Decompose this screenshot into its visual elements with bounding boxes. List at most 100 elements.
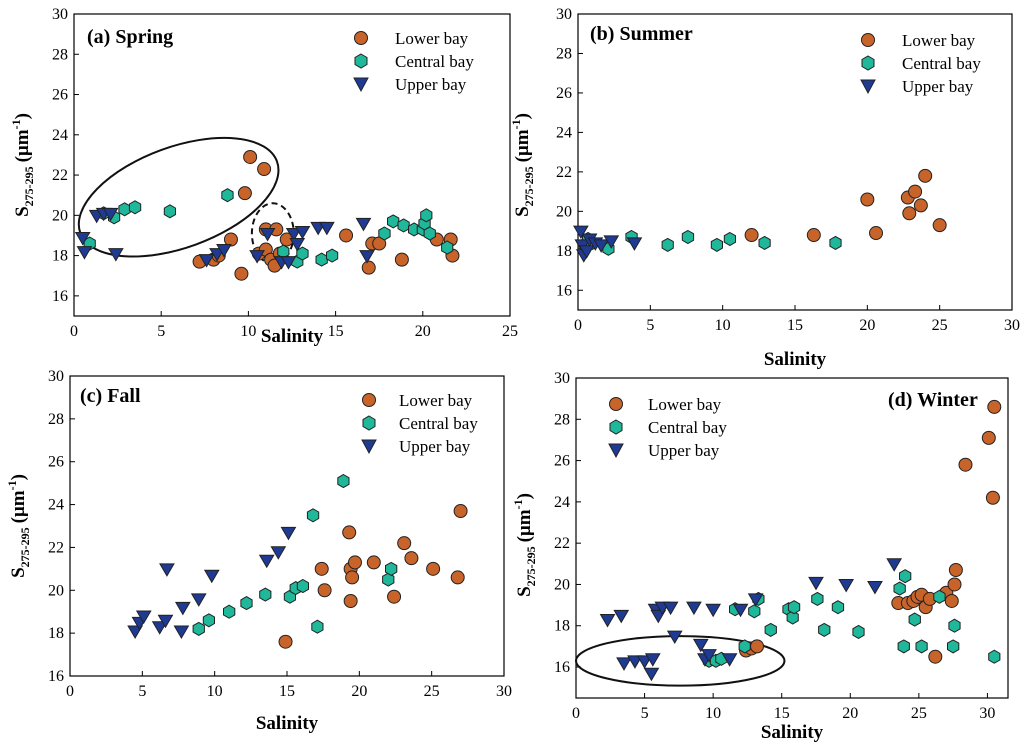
point-upper-bay: [159, 563, 175, 577]
x-tick-label: 15: [279, 683, 295, 700]
point-upper-bay: [173, 625, 190, 639]
point-central-bay: [306, 508, 320, 523]
legend-marker-lower-bay: [354, 31, 368, 45]
point-central-bay: [786, 610, 799, 625]
point-lower-bay: [404, 551, 419, 566]
point-upper-bay: [74, 231, 91, 246]
point-upper-bay: [280, 256, 297, 270]
legend-marker-lower-bay: [861, 33, 875, 47]
legend-label-lower-bay: Lower bay: [648, 395, 722, 414]
point-central-bay: [221, 188, 234, 203]
point-lower-bay: [948, 563, 963, 577]
legend-label-upper-bay: Upper bay: [648, 441, 720, 460]
point-upper-bay: [686, 601, 702, 616]
point-central-bay: [163, 204, 176, 219]
point-upper-bay: [249, 250, 265, 264]
point-central-bay: [748, 604, 761, 619]
y-tick-label: 18: [52, 248, 68, 265]
legend-label-lower-bay: Lower bay: [399, 391, 473, 410]
legend-label-central-bay: Central bay: [395, 52, 474, 71]
point-central-bay: [661, 237, 674, 252]
point-central-bay: [988, 649, 1001, 664]
point-lower-bay: [918, 168, 933, 183]
y-axis-title: S275-295(μm-1): [5, 474, 32, 578]
y-tick-label: 24: [52, 127, 68, 144]
y-tick-label: 20: [52, 207, 68, 224]
point-central-bay: [758, 235, 771, 250]
x-tick-label: 10: [715, 317, 731, 334]
y-tick-label: 18: [556, 243, 572, 260]
point-lower-bay: [932, 218, 947, 233]
point-upper-bay: [270, 546, 287, 560]
point-upper-bay: [157, 614, 174, 629]
point-lower-bay: [944, 593, 959, 608]
plot-frame: [73, 13, 511, 317]
point-central-bay: [948, 618, 961, 633]
x-tick-label: 30: [1004, 317, 1020, 334]
point-lower-bay: [947, 577, 962, 592]
point-central-bay: [378, 226, 391, 241]
x-tick-label: 15: [328, 323, 344, 340]
y-tick-label: 16: [52, 288, 68, 305]
legend: Lower bay Central bay Upper bay: [860, 31, 981, 96]
point-upper-bay: [732, 603, 749, 618]
legend: Lower bay Central bay Upper bay: [361, 391, 478, 456]
point-upper-bay: [616, 657, 632, 671]
x-tick-label: 20: [351, 683, 367, 700]
point-central-bay: [382, 572, 395, 587]
point-upper-bay: [644, 653, 661, 667]
point-central-bay: [933, 589, 946, 604]
ellipse-annotation: [575, 635, 786, 687]
x-axis-title: Salinity: [256, 713, 319, 734]
y-tick-label: 22: [556, 164, 572, 181]
y-tick-label: 16: [48, 668, 64, 685]
point-upper-bay: [627, 655, 643, 669]
x-tick-label: 25: [502, 323, 518, 340]
x-tick-label: 10: [207, 683, 223, 700]
point-upper-bay: [692, 638, 709, 653]
x-tick-label: 15: [787, 317, 803, 334]
point-lower-bay: [317, 583, 332, 598]
point-central-bay: [296, 578, 309, 594]
legend-marker-central-bay: [354, 53, 368, 69]
y-tick-label: 28: [554, 411, 570, 428]
point-lower-bay: [366, 555, 381, 570]
y-tick-label: 22: [48, 539, 64, 556]
x-tick-label: 0: [574, 317, 582, 334]
y-tick-label: 18: [554, 618, 570, 635]
legend-marker-upper-bay: [361, 439, 377, 455]
x-tick-label: 10: [240, 323, 256, 340]
point-central-bay: [764, 622, 777, 637]
legend-label-central-bay: Central bay: [648, 418, 727, 437]
point-upper-bay: [258, 554, 275, 569]
point-upper-bay: [603, 235, 620, 249]
point-lower-bay: [450, 570, 465, 585]
y-tick-label: 26: [52, 87, 68, 104]
point-upper-bay: [285, 227, 302, 242]
y-tick-label: 24: [48, 497, 64, 514]
point-lower-bay: [237, 186, 252, 201]
y-tick-label: 24: [554, 494, 570, 511]
legend-marker-upper-bay: [860, 79, 876, 95]
point-central-bay: [831, 600, 845, 615]
x-tick-label: 20: [859, 317, 875, 334]
x-tick-label: 10: [705, 705, 721, 722]
y-tick-label: 30: [554, 370, 570, 387]
point-central-bay: [240, 596, 253, 611]
legend-marker-upper-bay: [608, 443, 624, 459]
y-tick-label: 28: [556, 45, 572, 62]
point-upper-bay: [593, 239, 610, 253]
y-tick-label: 30: [52, 6, 68, 23]
y-tick-label: 26: [48, 454, 64, 471]
y-tick-label: 16: [556, 282, 572, 299]
point-central-bay: [326, 248, 339, 263]
y-axis-title: S275-295(μm-1): [9, 113, 36, 217]
legend-marker-lower-bay: [362, 393, 376, 407]
point-upper-bay: [355, 217, 372, 232]
point-central-bay: [818, 622, 831, 637]
legend-label-upper-bay: Upper bay: [399, 437, 471, 456]
panel-title: (b) Summer: [590, 23, 693, 45]
point-upper-bay: [203, 569, 220, 584]
legend-label-central-bay: Central bay: [902, 54, 981, 73]
point-upper-bay: [636, 655, 653, 669]
